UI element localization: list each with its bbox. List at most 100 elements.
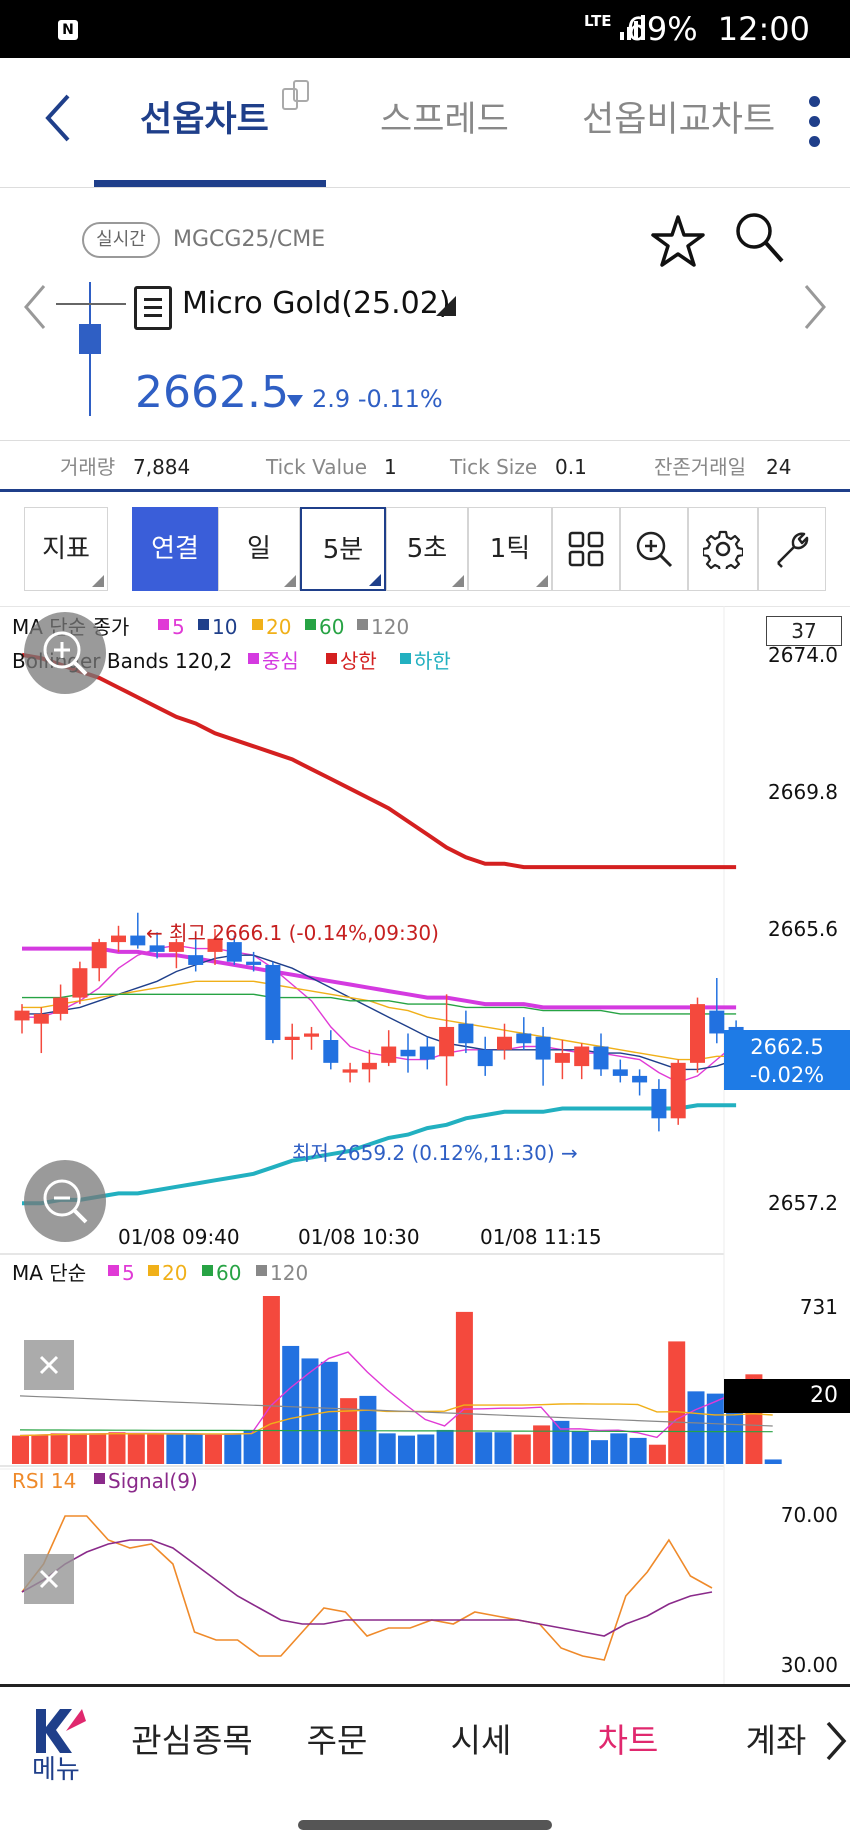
top-tab-bar: 선옵차트 스프레드 선옵비교차트 — [0, 58, 850, 188]
volume-bar — [282, 1345, 300, 1464]
zoom-in-button[interactable] — [24, 612, 106, 694]
candle — [670, 1062, 686, 1119]
5sec-period-button[interactable]: 5초 — [386, 507, 468, 591]
continuous-button[interactable]: 연결 — [132, 507, 218, 591]
5min-period-button[interactable]: 5분 — [300, 507, 386, 591]
volume-bar — [224, 1433, 242, 1464]
volume-ma-line — [19, 1351, 774, 1439]
close-volume-panel-button[interactable] — [24, 1340, 74, 1390]
status-bar: N LTE 69% 12:00 — [0, 0, 850, 58]
more-options-icon[interactable] — [806, 96, 822, 158]
volume-bar — [552, 1420, 570, 1464]
time-tick-label: 01/08 09:40 — [118, 1225, 240, 1249]
candle — [458, 1023, 474, 1044]
tick-size-value: 0.1 — [555, 455, 587, 479]
rsi-bottom-level: 30.00 — [781, 1653, 838, 1677]
indicator-button[interactable]: 지표 — [24, 507, 108, 591]
menu-button[interactable]: 메뉴 — [0, 1687, 118, 1795]
current-volume-tag: 20 — [724, 1379, 850, 1413]
instrument-list-icon[interactable] — [134, 286, 172, 330]
current-price-tag-value: 2662.5 — [750, 1035, 824, 1059]
search-icon[interactable] — [732, 208, 788, 268]
volume-bar — [687, 1391, 705, 1464]
volume-bar — [108, 1432, 126, 1464]
current-price-tag: 2662.5 -0.02% — [724, 1030, 850, 1090]
tab-compare-chart[interactable]: 선옵비교차트 — [582, 100, 776, 140]
low-annotation: 최저 2659.2 (0.12%,11:30) → — [292, 1141, 578, 1165]
volume-bar — [166, 1434, 184, 1464]
nav-order[interactable]: 주문 — [306, 1721, 368, 1760]
instrument-name[interactable]: Micro Gold(25.02) — [182, 286, 451, 321]
remaining-days-value: 24 — [766, 455, 792, 479]
volume-bar — [378, 1433, 396, 1464]
candle — [284, 1036, 300, 1040]
ma-line — [22, 993, 737, 1015]
signal-icon — [620, 15, 645, 40]
day-period-button[interactable]: 일 — [218, 507, 300, 591]
volume-bar — [417, 1434, 435, 1464]
candle — [690, 1004, 705, 1063]
volume-bar — [31, 1434, 49, 1464]
1tick-period-button[interactable]: 1틱 — [468, 507, 552, 591]
volume-label: 거래량 — [60, 455, 116, 479]
visible-candle-count[interactable]: 37 — [766, 616, 842, 646]
tools-button[interactable] — [758, 507, 826, 591]
zoom-button[interactable] — [620, 507, 688, 591]
nav-watchlist[interactable]: 관심종목 — [131, 1721, 253, 1760]
rsi-line — [21, 1515, 713, 1661]
volume-bar — [69, 1433, 87, 1464]
ma-line — [22, 980, 737, 1061]
symbol-code: MGCG25/CME — [173, 227, 326, 252]
favorite-star-icon[interactable] — [650, 212, 706, 272]
candle — [554, 1053, 570, 1063]
screen-toggle-icon[interactable] — [282, 80, 310, 110]
volume-bar — [591, 1440, 608, 1464]
candle — [593, 1046, 609, 1070]
zoom-in-icon — [43, 631, 88, 676]
rsi-signal-legend: Signal(9) — [108, 1469, 198, 1493]
candle — [91, 942, 107, 969]
rsi-top-level: 70.00 — [781, 1503, 838, 1527]
candle — [168, 942, 184, 952]
previous-instrument-icon[interactable] — [22, 282, 48, 332]
wrench-icon — [777, 532, 809, 568]
candle — [130, 935, 146, 946]
candle — [497, 1036, 512, 1050]
grid-icon — [568, 531, 604, 567]
instrument-dropdown-icon[interactable] — [434, 294, 458, 318]
next-instrument-icon[interactable] — [802, 282, 828, 332]
price-chart-svg[interactable]: MA 단순 종가 5 10 20 60 120 Bollinger Bands … — [0, 605, 850, 1684]
back-icon[interactable] — [40, 88, 80, 148]
gesture-bar — [0, 1792, 850, 1842]
5min-label: 5분 — [322, 535, 364, 565]
candle — [632, 1075, 648, 1083]
time-tick-label: 01/08 11:15 — [480, 1225, 602, 1249]
layout-grid-button[interactable] — [552, 507, 620, 591]
volume-bar — [571, 1431, 589, 1464]
chevron-right-icon[interactable] — [822, 1717, 850, 1765]
volume-bar — [610, 1433, 628, 1464]
price-change-percent: -0.11% — [357, 385, 443, 413]
nav-quotes[interactable]: 시세 — [450, 1721, 512, 1760]
nav-chart[interactable]: 차트 — [597, 1721, 659, 1760]
1tick-label: 1틱 — [489, 534, 531, 564]
candle — [111, 935, 126, 943]
tab-spread[interactable]: 스프레드 — [380, 100, 509, 140]
candle — [728, 1026, 744, 1031]
settings-button[interactable] — [688, 507, 758, 591]
tab-futures-chart[interactable]: 선옵차트 — [140, 100, 269, 140]
ma-legend-120: 120 — [371, 615, 409, 639]
battery-level: 69% — [626, 10, 698, 48]
volume-bar — [436, 1429, 454, 1464]
zoom-out-button[interactable] — [24, 1160, 106, 1242]
ma-legend-60: 60 — [319, 615, 344, 639]
instrument-stats: 거래량 7,884 Tick Value 1 Tick Size 0.1 잔존거… — [0, 440, 850, 492]
nav-account[interactable]: 계좌 — [745, 1721, 807, 1760]
chart-area[interactable]: MA 단순 종가 5 10 20 60 120 Bollinger Bands … — [0, 605, 850, 1684]
close-rsi-panel-button[interactable] — [24, 1554, 74, 1604]
volume-bar — [359, 1395, 377, 1464]
candle — [400, 1049, 416, 1057]
price-change: 2.9 — [312, 385, 351, 413]
vol-ma-legend-60: 60 — [216, 1261, 241, 1285]
ma-legend-10: 10 — [212, 615, 237, 639]
